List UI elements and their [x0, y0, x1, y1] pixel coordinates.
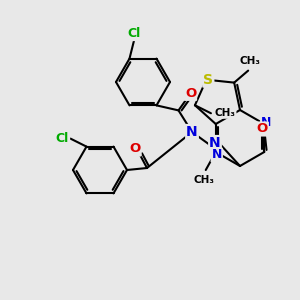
Text: N: N [186, 125, 198, 139]
Text: N: N [261, 116, 272, 128]
Text: Cl: Cl [128, 27, 141, 40]
Text: N: N [209, 136, 221, 150]
Text: O: O [129, 142, 141, 155]
Text: Cl: Cl [56, 132, 69, 145]
Text: CH₃: CH₃ [193, 175, 214, 185]
Text: O: O [256, 122, 268, 136]
Text: CH₃: CH₃ [240, 56, 261, 66]
Text: S: S [203, 73, 213, 87]
Text: CH₃: CH₃ [215, 108, 236, 118]
Text: N: N [212, 148, 222, 161]
Text: O: O [185, 87, 196, 100]
